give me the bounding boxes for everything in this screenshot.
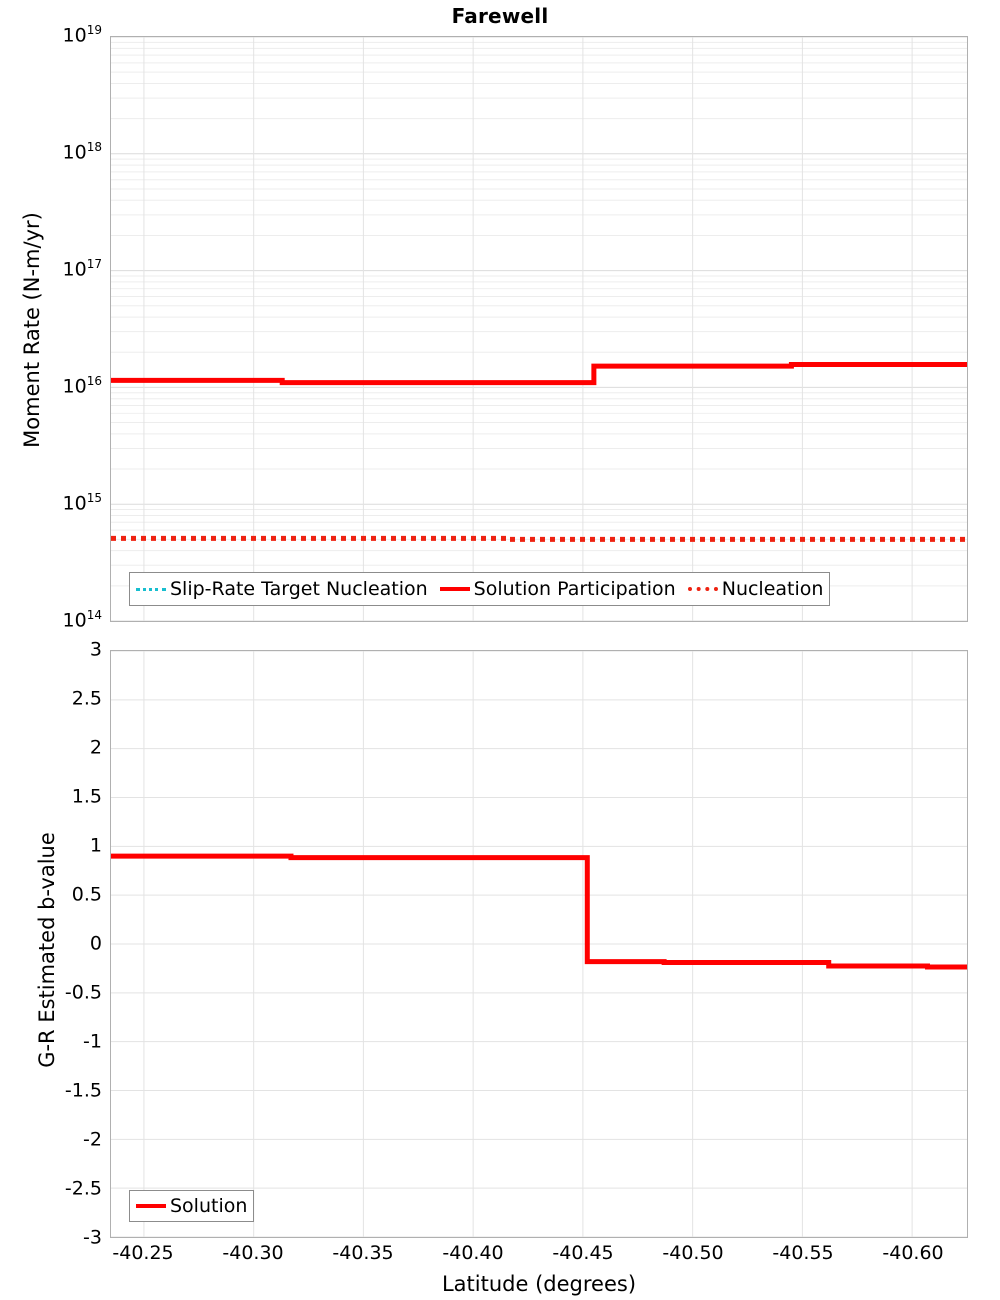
moment-rate-plot-area (110, 36, 968, 622)
legend-label-nucleation: Nucleation (721, 577, 824, 600)
ytick-top-4: 1015 (62, 491, 102, 515)
ytick-top-5: 1014 (62, 608, 102, 632)
xtick-7: -40.60 (882, 1242, 944, 1264)
xtick-5: -40.50 (662, 1242, 724, 1264)
xtick-2: -40.35 (332, 1242, 394, 1264)
ytick-top-3: 1016 (62, 374, 102, 398)
b-value-plot-area (110, 650, 968, 1238)
ytick-top-1: 1018 (62, 140, 102, 164)
xtick-3: -40.40 (442, 1242, 504, 1264)
top-data-layer (111, 37, 967, 621)
legend-entry-nucleation: Nucleation (687, 577, 824, 600)
legend-swatch-nucleation (687, 587, 718, 591)
ytick-bottom-0: 3 (89, 638, 102, 661)
ytick-bottom-5: 0.5 (71, 883, 102, 906)
ytick-bottom-2: 2 (89, 736, 102, 759)
ytick-bottom-4: 1 (89, 834, 102, 857)
bottom-series-svg (111, 651, 967, 1237)
ytick-bottom-7: -0.5 (64, 981, 102, 1004)
ytick-bottom-12: -3 (83, 1226, 102, 1249)
series-solution-participation-line (111, 365, 967, 383)
xtick-0: -40.25 (112, 1242, 174, 1264)
xaxis-label: Latitude (degrees) (441, 1272, 637, 1296)
xtick-4: -40.45 (552, 1242, 614, 1264)
bottom-ytick-labels: 3 2.5 2 1.5 1 0.5 0 -0.5 -1 -1.5 -2 -2.5 -3 (6, 0, 102, 1300)
legend-label-solution: Solution (170, 1194, 248, 1217)
legend-entry-solution-participation: Solution Participation (439, 577, 676, 600)
legend-label-solution-participation: Solution Participation (473, 577, 676, 600)
ytick-top-2: 1017 (62, 257, 102, 281)
ytick-bottom-1: 2.5 (71, 687, 102, 710)
ytick-bottom-8: -1 (83, 1030, 102, 1053)
legend-label-slip-rate-target-nucleation: Slip-Rate Target Nucleation (170, 577, 428, 600)
bottom-legend: Solution (129, 1190, 255, 1222)
ytick-bottom-10: -2 (83, 1128, 102, 1151)
ytick-bottom-11: -2.5 (64, 1177, 102, 1200)
xtick-1: -40.30 (222, 1242, 284, 1264)
ytick-bottom-6: 0 (89, 932, 102, 955)
bottom-grid-svg (111, 651, 967, 1237)
legend-swatch-solution (136, 1204, 166, 1208)
bottom-yaxis-label: G-R Estimated b-value (35, 832, 59, 1068)
series-nucleation-line (111, 538, 967, 539)
legend-swatch-solution-participation (439, 587, 470, 591)
top-series-svg (111, 37, 967, 621)
xtick-6: -40.55 (772, 1242, 834, 1264)
top-ytick-labels: 1019 1018 1017 1016 1015 1014 (6, 0, 102, 660)
top-legend: Slip-Rate Target Nucleation Solution Par… (129, 572, 831, 606)
ytick-bottom-9: -1.5 (64, 1079, 102, 1102)
figure-title: Farewell (451, 4, 549, 28)
top-gridlines (111, 37, 967, 621)
legend-entry-slip-rate-target-nucleation: Slip-Rate Target Nucleation (136, 577, 428, 600)
series-solution-line (111, 856, 967, 967)
legend-entry-solution: Solution (136, 1194, 248, 1217)
top-grid-svg (111, 37, 967, 621)
bottom-data-layer (111, 651, 967, 1237)
ytick-bottom-3: 1.5 (71, 785, 102, 808)
ytick-top-0: 1019 (62, 23, 102, 47)
bottom-gridlines (111, 651, 967, 1237)
legend-swatch-slip-rate-target-nucleation (136, 587, 166, 591)
